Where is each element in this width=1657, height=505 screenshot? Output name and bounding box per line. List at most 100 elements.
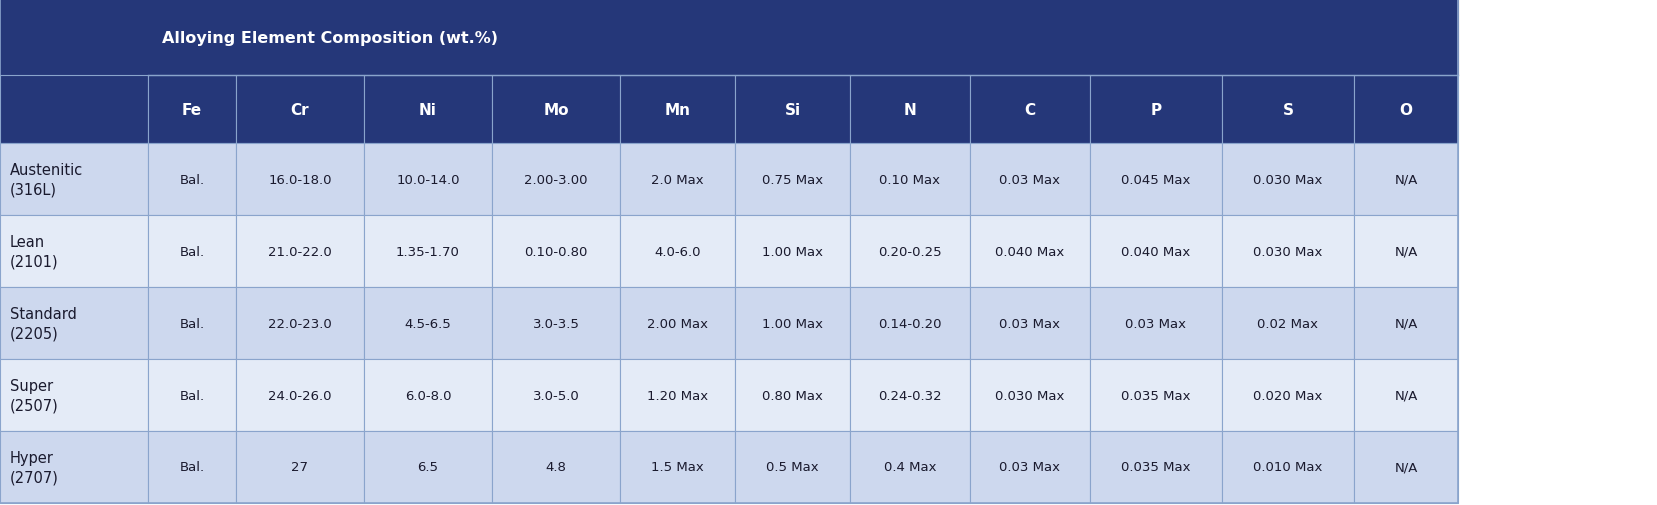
Bar [0,216,147,287]
Text: 0.5 Max: 0.5 Max [766,461,819,474]
Bar [365,287,492,359]
Bar [365,431,492,503]
Text: 6.0-8.0: 6.0-8.0 [404,389,451,401]
Text: Bal.: Bal. [179,245,204,258]
Text: 24.0-26.0: 24.0-26.0 [268,389,331,401]
Text: N/A: N/A [1394,461,1417,474]
Bar [1221,76,1354,144]
Text: Mn: Mn [664,103,689,117]
Bar [0,359,147,431]
Bar [1089,76,1221,144]
Bar [0,431,147,503]
Text: 27: 27 [292,461,308,474]
Bar [492,76,620,144]
Bar [147,216,235,287]
Bar [620,359,734,431]
Bar [734,216,850,287]
Text: 0.03 Max: 0.03 Max [999,461,1060,474]
Bar [1221,359,1354,431]
Bar [147,76,235,144]
Bar [1089,287,1221,359]
Text: 0.03 Max: 0.03 Max [1125,317,1186,330]
Text: 0.80 Max: 0.80 Max [762,389,822,401]
Text: Mo: Mo [543,103,568,117]
Bar [235,359,365,431]
Text: 2.0 Max: 2.0 Max [651,173,703,186]
Bar [850,144,969,216]
Bar [620,76,734,144]
Text: 0.035 Max: 0.035 Max [1120,389,1190,401]
Text: Alloying Element Composition (wt.%): Alloying Element Composition (wt.%) [162,30,497,45]
Bar [1354,216,1457,287]
Text: 21.0-22.0: 21.0-22.0 [268,245,331,258]
Bar [850,76,969,144]
Text: 0.03 Max: 0.03 Max [999,317,1060,330]
Text: N: N [903,103,916,117]
Bar [969,359,1089,431]
Text: 22.0-23.0: 22.0-23.0 [268,317,331,330]
Bar [734,287,850,359]
Text: 0.14-0.20: 0.14-0.20 [878,317,941,330]
Text: C: C [1024,103,1036,117]
Bar [969,216,1089,287]
Text: 0.030 Max: 0.030 Max [994,389,1064,401]
Bar [969,431,1089,503]
Bar [0,0,1457,503]
Text: 0.75 Max: 0.75 Max [762,173,822,186]
Text: 0.4 Max: 0.4 Max [883,461,936,474]
Bar [492,431,620,503]
Bar [492,359,620,431]
Bar [620,144,734,216]
Text: 4.8: 4.8 [545,461,567,474]
Bar [365,144,492,216]
Bar [492,144,620,216]
Bar [0,287,147,359]
Text: 0.10-0.80: 0.10-0.80 [524,245,587,258]
Text: 1.20 Max: 1.20 Max [646,389,708,401]
Text: Hyper
(2707): Hyper (2707) [10,450,60,484]
Bar [0,76,147,144]
Text: 0.035 Max: 0.035 Max [1120,461,1190,474]
Text: Cr: Cr [290,103,310,117]
Bar [0,144,147,216]
Bar [235,76,365,144]
Bar [620,216,734,287]
Bar [1089,144,1221,216]
Bar [235,431,365,503]
Bar [1221,431,1354,503]
Bar [235,216,365,287]
Text: N/A: N/A [1394,245,1417,258]
Text: Bal.: Bal. [179,389,204,401]
Bar [850,359,969,431]
Text: 0.030 Max: 0.030 Max [1253,173,1322,186]
Text: 0.03 Max: 0.03 Max [999,173,1060,186]
Text: 16.0-18.0: 16.0-18.0 [268,173,331,186]
Text: 0.010 Max: 0.010 Max [1253,461,1322,474]
Text: 4.0-6.0: 4.0-6.0 [655,245,701,258]
Bar [0,0,147,76]
Text: N/A: N/A [1394,317,1417,330]
Text: P: P [1150,103,1162,117]
Text: Austenitic
(316L): Austenitic (316L) [10,163,83,197]
Text: O: O [1399,103,1412,117]
Text: 4.5-6.5: 4.5-6.5 [404,317,451,330]
Text: Bal.: Bal. [179,317,204,330]
Text: Fe: Fe [182,103,202,117]
Bar [1221,144,1354,216]
Bar [1221,287,1354,359]
Bar [365,76,492,144]
Bar [1354,287,1457,359]
Text: 0.20-0.25: 0.20-0.25 [878,245,941,258]
Bar [147,431,235,503]
Text: S: S [1283,103,1292,117]
Text: 6.5: 6.5 [418,461,437,474]
Text: Si: Si [784,103,800,117]
Text: 1.00 Max: 1.00 Max [762,317,822,330]
Text: N/A: N/A [1394,173,1417,186]
Bar [235,287,365,359]
Bar [1089,359,1221,431]
Text: 0.040 Max: 0.040 Max [994,245,1064,258]
Text: Super
(2507): Super (2507) [10,378,58,412]
Bar [620,431,734,503]
Bar [734,359,850,431]
